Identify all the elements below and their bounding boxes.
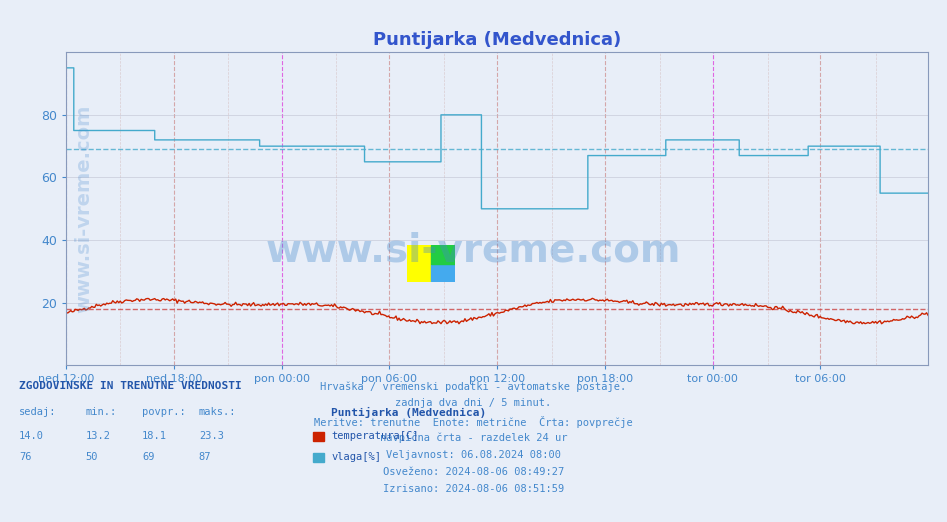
Text: navpična črta - razdelek 24 ur: navpična črta - razdelek 24 ur: [380, 433, 567, 443]
Title: Puntijarka (Medvednica): Puntijarka (Medvednica): [373, 31, 621, 49]
Text: 87: 87: [199, 452, 211, 461]
Text: Veljavnost: 06.08.2024 08:00: Veljavnost: 06.08.2024 08:00: [386, 450, 561, 460]
Bar: [407, 245, 431, 282]
Text: 50: 50: [85, 452, 98, 461]
Text: Hrvaška / vremenski podatki - avtomatske postaje.: Hrvaška / vremenski podatki - avtomatske…: [320, 381, 627, 392]
Text: Meritve: trenutne  Enote: metrične  Črta: povprečje: Meritve: trenutne Enote: metrične Črta: …: [314, 416, 633, 428]
Text: povpr.:: povpr.:: [142, 407, 186, 417]
Text: 14.0: 14.0: [19, 431, 44, 441]
Text: www.si-vreme.com: www.si-vreme.com: [74, 104, 93, 313]
Text: zadnja dva dni / 5 minut.: zadnja dva dni / 5 minut.: [396, 398, 551, 408]
Text: 18.1: 18.1: [142, 431, 167, 441]
Text: 76: 76: [19, 452, 31, 461]
Text: 13.2: 13.2: [85, 431, 110, 441]
Text: min.:: min.:: [85, 407, 116, 417]
Text: Puntijarka (Medvednica): Puntijarka (Medvednica): [331, 407, 487, 418]
Text: 23.3: 23.3: [199, 431, 223, 441]
Text: sedaj:: sedaj:: [19, 407, 57, 417]
Bar: [431, 264, 455, 282]
Text: vlaga[%]: vlaga[%]: [331, 452, 382, 461]
Text: temperatura[C]: temperatura[C]: [331, 431, 419, 441]
Text: Osveženo: 2024-08-06 08:49:27: Osveženo: 2024-08-06 08:49:27: [383, 467, 564, 477]
Text: ZGODOVINSKE IN TRENUTNE VREDNOSTI: ZGODOVINSKE IN TRENUTNE VREDNOSTI: [19, 381, 241, 391]
Text: www.si-vreme.com: www.si-vreme.com: [266, 232, 681, 269]
Text: 69: 69: [142, 452, 154, 461]
Text: maks.:: maks.:: [199, 407, 237, 417]
Text: Izrisano: 2024-08-06 08:51:59: Izrisano: 2024-08-06 08:51:59: [383, 484, 564, 494]
Bar: [431, 245, 455, 264]
